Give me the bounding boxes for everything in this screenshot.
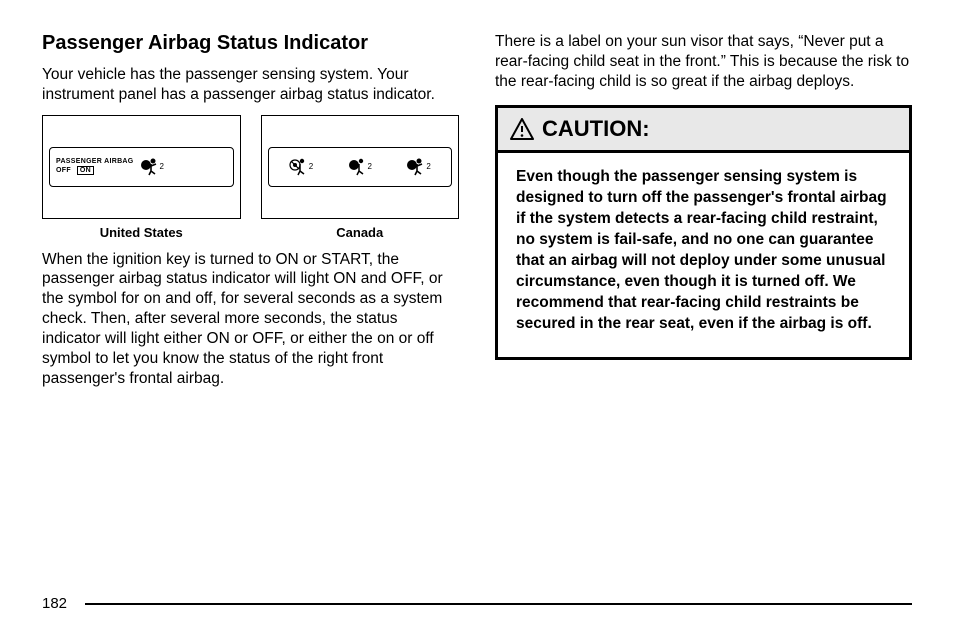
caution-box: CAUTION: Even though the passenger sensi… [495,105,912,359]
panel-label-top: PASSENGER AIRBAG [56,158,134,166]
icon-number: 2 [160,162,164,171]
body-paragraph: When the ignition key is turned to ON or… [42,250,459,389]
panel-label-off: OFF [56,167,71,175]
section-heading: Passenger Airbag Status Indicator [42,32,459,55]
right-column: There is a label on your sun visor that … [495,32,912,398]
figure-us: PASSENGER AIRBAG OFF ON [42,115,241,240]
icon-number: 2 [426,162,430,171]
left-column: Passenger Airbag Status Indicator Your v… [42,32,459,398]
figure-us-caption: United States [42,225,241,240]
airbag-on-icon [348,157,366,177]
figure-row: PASSENGER AIRBAG OFF ON [42,115,459,240]
warning-triangle-icon [510,118,534,140]
icon-number: 2 [309,162,313,171]
caution-body: Even though the passenger sensing system… [498,153,909,356]
caution-header: CAUTION: [498,108,909,153]
airbag-on-icon-group: 2 [348,157,372,177]
airbag-panel-us: PASSENGER AIRBAG OFF ON [49,147,234,187]
seatbelt-airbag-icon [406,157,424,177]
figure-us-box: PASSENGER AIRBAG OFF ON [42,115,241,219]
right-intro-paragraph: There is a label on your sun visor that … [495,32,912,91]
seatbelt-airbag-icon [140,157,158,177]
airbag-off-icon [289,157,307,177]
figure-canada-caption: Canada [261,225,460,240]
panel-label-on: ON [77,166,94,176]
airbag-off-icon-group: 2 [289,157,313,177]
seatbelt-icon-group: 2 [140,157,164,177]
icon-number: 2 [368,162,372,171]
seatbelt-icon-group: 2 [406,157,430,177]
figure-canada: 2 2 [261,115,460,240]
caution-title: CAUTION: [542,116,650,142]
content-columns: Passenger Airbag Status Indicator Your v… [42,32,912,398]
page-footer: 182 [42,595,912,612]
panel-text-block: PASSENGER AIRBAG OFF ON [56,158,134,175]
footer-rule [85,603,912,605]
intro-paragraph: Your vehicle has the passenger sensing s… [42,65,459,105]
figure-canada-box: 2 2 [261,115,460,219]
airbag-panel-canada: 2 2 [268,147,453,187]
page-number: 182 [42,595,67,612]
